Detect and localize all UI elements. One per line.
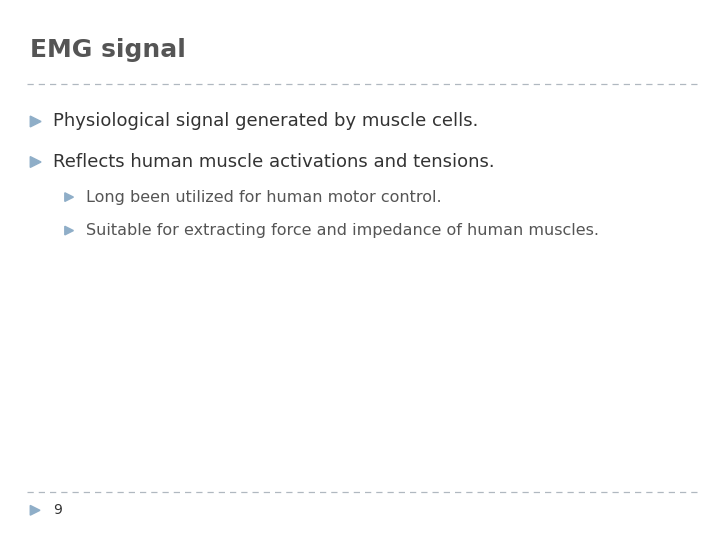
Polygon shape [65,193,73,201]
Text: Physiological signal generated by muscle cells.: Physiological signal generated by muscle… [53,112,479,131]
Polygon shape [65,226,73,235]
Text: Long been utilized for human motor control.: Long been utilized for human motor contr… [86,190,442,205]
Polygon shape [30,157,41,167]
Polygon shape [30,116,41,127]
Polygon shape [30,505,40,515]
Text: Reflects human muscle activations and tensions.: Reflects human muscle activations and te… [53,153,495,171]
Text: 9: 9 [53,503,62,517]
Text: EMG signal: EMG signal [30,38,186,62]
Text: Suitable for extracting force and impedance of human muscles.: Suitable for extracting force and impeda… [86,223,599,238]
